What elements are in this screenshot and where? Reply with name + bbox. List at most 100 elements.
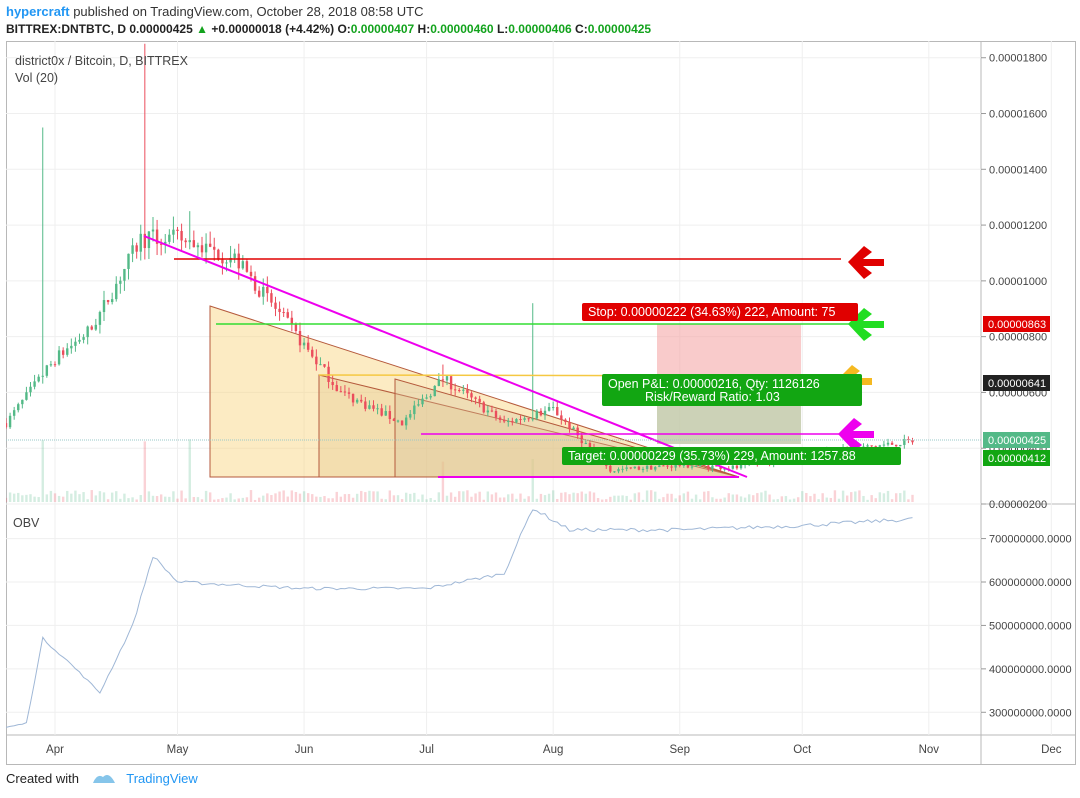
candle-body — [372, 405, 375, 409]
candle-body — [45, 365, 49, 376]
volume-bar — [490, 494, 494, 502]
candle-body — [421, 398, 424, 405]
candle-body — [49, 364, 53, 366]
candle-body — [298, 331, 302, 346]
volume-bar — [727, 493, 730, 502]
candle-body — [654, 467, 657, 470]
volume-bar — [278, 491, 281, 502]
volume-bar — [98, 491, 102, 502]
volume-bar — [772, 499, 775, 502]
candle-body — [233, 253, 236, 258]
volume-bar — [837, 498, 841, 502]
volume-bar — [413, 492, 416, 502]
volume-bar — [478, 491, 481, 502]
volume-bar — [747, 494, 751, 502]
symbol-label: BITTREX:DNTBTC, D — [6, 22, 126, 36]
volume-bar — [523, 498, 526, 502]
volume-bar — [184, 498, 187, 502]
candle-body — [41, 375, 44, 377]
volume-bar — [613, 495, 616, 502]
author-link[interactable]: hypercraft — [6, 4, 70, 19]
volume-bar — [237, 498, 240, 502]
candle-body — [556, 407, 559, 416]
volume-bar — [584, 493, 588, 502]
pnl-label[interactable]: Open P&L: 0.00000216, Qty: 1126126 Risk/… — [602, 374, 862, 406]
tradingview-link[interactable]: TradingView — [126, 771, 198, 786]
volume-bar — [531, 459, 534, 502]
volume-bar — [486, 491, 490, 502]
volume-bar — [588, 491, 592, 502]
volume-bar — [21, 495, 24, 502]
volume-bar — [33, 496, 36, 502]
y-tick-label: 0.00000200 — [989, 499, 1047, 511]
candle-body — [274, 302, 277, 309]
volume-bar — [311, 494, 314, 502]
candle-body — [135, 245, 138, 252]
volume-bar — [858, 490, 861, 502]
downtrend-line[interactable] — [143, 235, 748, 478]
volume-bar — [164, 496, 167, 502]
volume-bar — [551, 490, 555, 502]
x-tick-label: Oct — [793, 744, 812, 756]
volume-bar — [535, 498, 539, 502]
candle-body — [641, 468, 645, 470]
x-tick-label: May — [167, 744, 189, 756]
candle-body — [417, 404, 420, 406]
candle-body — [686, 462, 690, 468]
candle-body — [347, 392, 351, 394]
candle-body — [535, 410, 539, 419]
target-label[interactable]: Target: 0.00000229 (35.73%) 229, Amount:… — [562, 447, 901, 465]
volume-bar — [200, 499, 204, 502]
volume-bar — [270, 495, 273, 502]
candle-body — [311, 349, 314, 357]
chart-svg[interactable]: Stop: 0.00000222 (34.63%) 222, Amount: 7… — [4, 41, 1076, 765]
candle-body — [494, 410, 498, 418]
volume-bar — [568, 494, 571, 502]
candle-body — [376, 408, 379, 410]
badge-text: 0.00000412 — [988, 453, 1046, 465]
volume-bar — [556, 498, 559, 502]
candle-body — [731, 465, 735, 469]
volume-bars — [4, 439, 914, 502]
chart-area[interactable]: Stop: 0.00000222 (34.63%) 222, Amount: 7… — [4, 41, 1076, 765]
candle-body — [127, 253, 130, 269]
arrow-left-icon — [848, 246, 884, 279]
volume-bar — [686, 491, 690, 502]
rr-text: Risk/Reward Ratio: 1.03 — [645, 390, 780, 404]
volume-bar — [29, 494, 32, 502]
candle-body — [874, 446, 877, 448]
candle-body — [707, 465, 710, 470]
candle-body — [890, 442, 894, 445]
candle-body — [878, 445, 882, 447]
close-label: C: — [575, 22, 588, 36]
last-price: 0.00000425 — [129, 22, 193, 36]
candle-body — [637, 466, 641, 470]
volume-bar — [339, 496, 343, 502]
candle-body — [903, 439, 906, 445]
volume-bar — [147, 491, 151, 502]
volume-bar — [159, 494, 163, 502]
ohlc-line: BITTREX:DNTBTC, D 0.00000425 ▲ +0.000000… — [6, 22, 651, 36]
volume-bar — [654, 491, 657, 502]
volume-bar — [609, 496, 612, 502]
candle-body — [180, 230, 183, 241]
volume-bar — [74, 490, 77, 502]
candle-body — [119, 280, 122, 284]
volume-bar — [37, 497, 40, 502]
candle-body — [613, 471, 616, 473]
candle-body — [339, 391, 343, 393]
volume-bar — [355, 493, 359, 502]
candle-body — [723, 468, 726, 470]
stop-label[interactable]: Stop: 0.00000222 (34.63%) 222, Amount: 7… — [582, 303, 858, 321]
volume-bar — [257, 497, 261, 502]
candle-body — [364, 401, 367, 409]
volume-bar — [678, 495, 681, 502]
volume-bar — [266, 493, 269, 502]
x-tick-label: Dec — [1041, 744, 1062, 756]
candle-body — [621, 468, 624, 470]
volume-bar — [494, 492, 498, 502]
volume-bar — [139, 495, 142, 502]
volume-bar — [351, 497, 355, 502]
candle-body — [690, 466, 694, 468]
volume-bar — [527, 496, 530, 502]
